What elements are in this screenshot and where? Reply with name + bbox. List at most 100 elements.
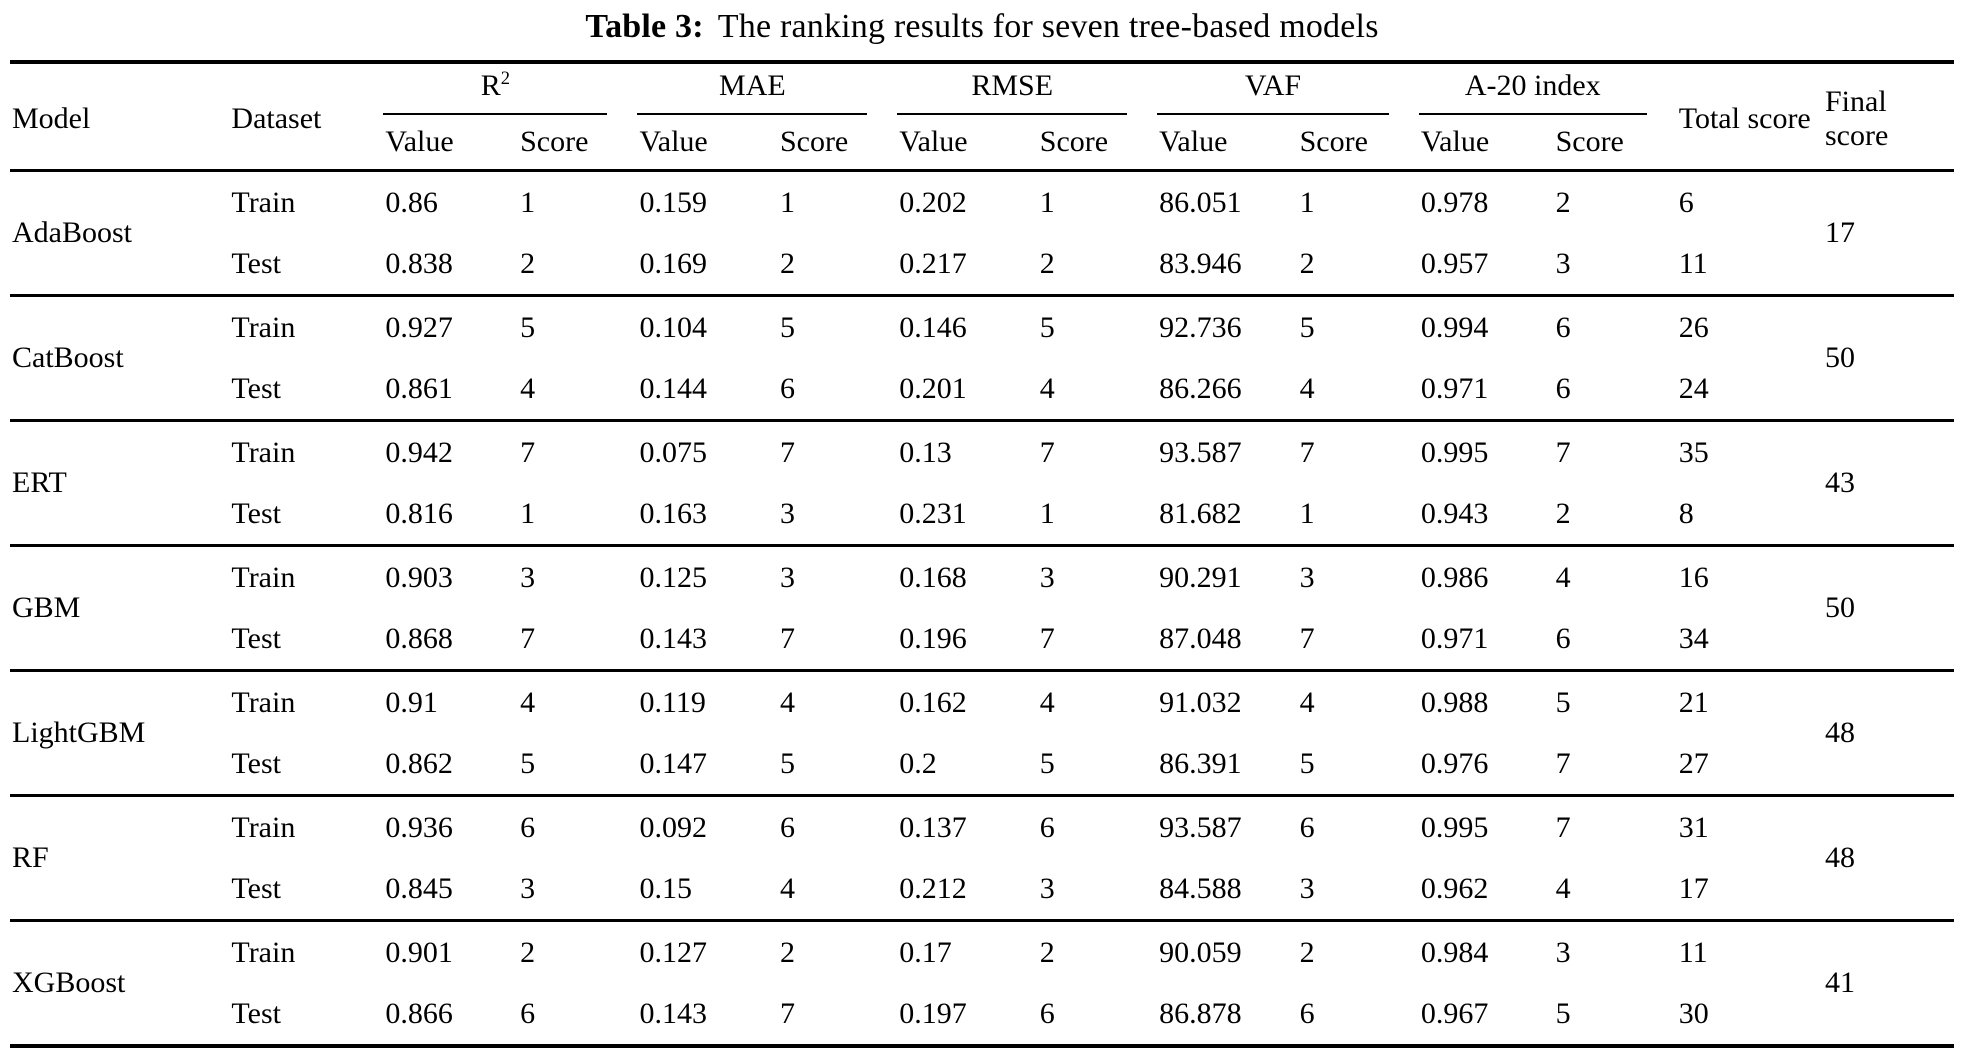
metric-score-cell: 1 (1039, 185, 1055, 219)
metric-score-cell: 7 (1553, 419, 1677, 483)
metric-score-cell: 3 (1039, 871, 1055, 905)
metric-value-cell: 0.86 (385, 185, 438, 219)
metric-value-cell: 87.048 (1159, 621, 1242, 655)
metric-score-cell: 1 (779, 185, 795, 219)
total-score-cell: 17 (1678, 871, 1709, 905)
final-score-cell: 50 (1823, 294, 1954, 421)
model-name-cell: CatBoost (10, 294, 230, 421)
metric-score-cell: 2 (1299, 246, 1315, 280)
metric-value-cell: 0.91 (383, 669, 519, 733)
table-row: Test 0.868 7 0.143 7 0.196 7 87.048 7 0.971 6 34 (10, 608, 1954, 671)
column-header-total-score: Total score (1676, 62, 1823, 172)
metric-value-cell: 0.162 (897, 669, 1038, 733)
metric-score-cell: 6 (1297, 794, 1419, 858)
metric-value-cell: 86.051 (1159, 185, 1242, 219)
dataset-cell: Train (229, 419, 384, 483)
column-header-rmse: RMSE (897, 62, 1157, 115)
metric-value-cell: 0.988 (1418, 669, 1554, 733)
metric-score-cell: 7 (777, 419, 898, 483)
header-row-subcolumns: Value Score Value Score Value Score Valu… (10, 115, 1954, 172)
model-name-cell: AdaBoost (12, 216, 132, 249)
model-name-cell: GBM (10, 544, 230, 671)
dataset-cell: Train (229, 544, 384, 608)
metric-value-cell: 93.587 (1157, 419, 1298, 483)
subheader-value: Value (637, 115, 778, 172)
table-row: Test 0.838 2 0.169 2 0.217 2 83.946 2 0.957 3 11 (10, 233, 1954, 296)
metric-score-cell: 6 (1555, 621, 1571, 655)
metric-value-cell: 0.936 (383, 794, 519, 858)
metric-score-cell: 7 (1037, 419, 1158, 483)
dataset-cell: Train (229, 919, 384, 983)
metric-value-cell: 0.17 (897, 919, 1038, 983)
dataset-cell: Train (229, 669, 384, 733)
model-name-cell: RF (10, 794, 230, 921)
model-name-cell: LightGBM (10, 669, 230, 796)
metric-score-cell: 7 (779, 621, 795, 655)
metric-score-cell: 4 (1297, 669, 1419, 733)
r2-sup: 2 (500, 68, 511, 89)
metric-value-cell: 0.169 (639, 246, 707, 280)
metric-score-cell: 7 (1297, 419, 1419, 483)
dataset-cell: Train (229, 794, 384, 858)
metric-value-cell: 0.163 (639, 496, 707, 530)
metric-score-cell: 3 (777, 544, 898, 608)
total-score-cell: 34 (1678, 621, 1709, 655)
metric-value-cell: 0.217 (899, 246, 967, 280)
metric-value-cell: 0.984 (1418, 919, 1554, 983)
subheader-value: Value (1157, 115, 1298, 172)
metric-value-cell: 0.104 (637, 294, 778, 358)
metric-score-cell: 7 (1555, 746, 1571, 780)
metric-value-cell: 81.682 (1159, 496, 1242, 530)
metric-value-cell: 90.059 (1157, 919, 1298, 983)
total-score-cell: 24 (1678, 371, 1709, 405)
subheader-value: Value (897, 115, 1038, 172)
metric-value-cell: 0.838 (385, 246, 453, 280)
metric-score-cell: 5 (1553, 669, 1677, 733)
subheader-score: Score (1037, 115, 1158, 172)
table-row: ERT Train 0.942 7 0.075 7 0.13 7 93.587 7 0.995 7 35… (10, 419, 1954, 546)
metric-value-cell: 0.901 (383, 919, 519, 983)
model-name-cell: ERT (10, 419, 230, 546)
header-row-groups: Model Dataset R2 MAE RMSE VAF A-20 index… (10, 62, 1954, 172)
metric-score-cell: 6 (1555, 371, 1571, 405)
metric-score-cell: 6 (1039, 996, 1055, 1030)
final-score-cell: 17 (1825, 216, 1855, 249)
table-caption: Table 3: The ranking results for seven tr… (0, 0, 1964, 46)
metric-score-cell: 2 (1037, 919, 1158, 983)
dataset-cell: Test (231, 996, 281, 1030)
metric-value-cell: 0.2 (899, 746, 937, 780)
metric-value-cell: 0.986 (1418, 544, 1554, 608)
metric-value-cell: 0.976 (1420, 746, 1489, 780)
metric-score-cell: 3 (1553, 919, 1677, 983)
final-score-cell: 48 (1823, 669, 1954, 796)
metric-score-cell: 1 (520, 496, 536, 530)
column-header-vaf: VAF (1157, 62, 1419, 115)
table-row: AdaBoost Train 0.86 1 0.159 1 0.202 1 86.051 1 0.9… (10, 171, 1954, 250)
total-score-cell: 27 (1678, 746, 1709, 780)
metric-value-cell: 0.168 (897, 544, 1038, 608)
metric-score-cell: 7 (520, 621, 536, 655)
dataset-cell: Test (231, 621, 281, 655)
metric-value-cell: 86.878 (1159, 996, 1242, 1030)
metric-value-cell: 0.978 (1420, 185, 1489, 219)
metric-score-cell: 5 (518, 294, 638, 358)
metric-score-cell: 2 (1039, 246, 1055, 280)
metric-score-cell: 5 (1299, 746, 1315, 780)
metric-score-cell: 3 (1297, 544, 1419, 608)
metric-value-cell: 0.995 (1418, 419, 1554, 483)
metric-score-cell: 3 (520, 871, 536, 905)
total-score-cell: 6 (1678, 185, 1694, 219)
metric-value-cell: 0.957 (1420, 246, 1489, 280)
metric-score-cell: 1 (1299, 496, 1315, 530)
metric-score-cell: 5 (520, 746, 536, 780)
column-header-dataset: Dataset (229, 62, 384, 172)
table-caption-text: The ranking results for seven tree-based… (717, 8, 1379, 45)
metric-score-cell: 6 (520, 996, 536, 1030)
metric-score-cell: 5 (1297, 294, 1419, 358)
metric-score-cell: 2 (1297, 919, 1419, 983)
metric-score-cell: 5 (1039, 746, 1055, 780)
metric-value-cell: 0.971 (1420, 621, 1489, 655)
metric-value-cell: 92.736 (1157, 294, 1298, 358)
metric-value-cell: 0.144 (639, 371, 707, 405)
metric-score-cell: 4 (779, 871, 795, 905)
